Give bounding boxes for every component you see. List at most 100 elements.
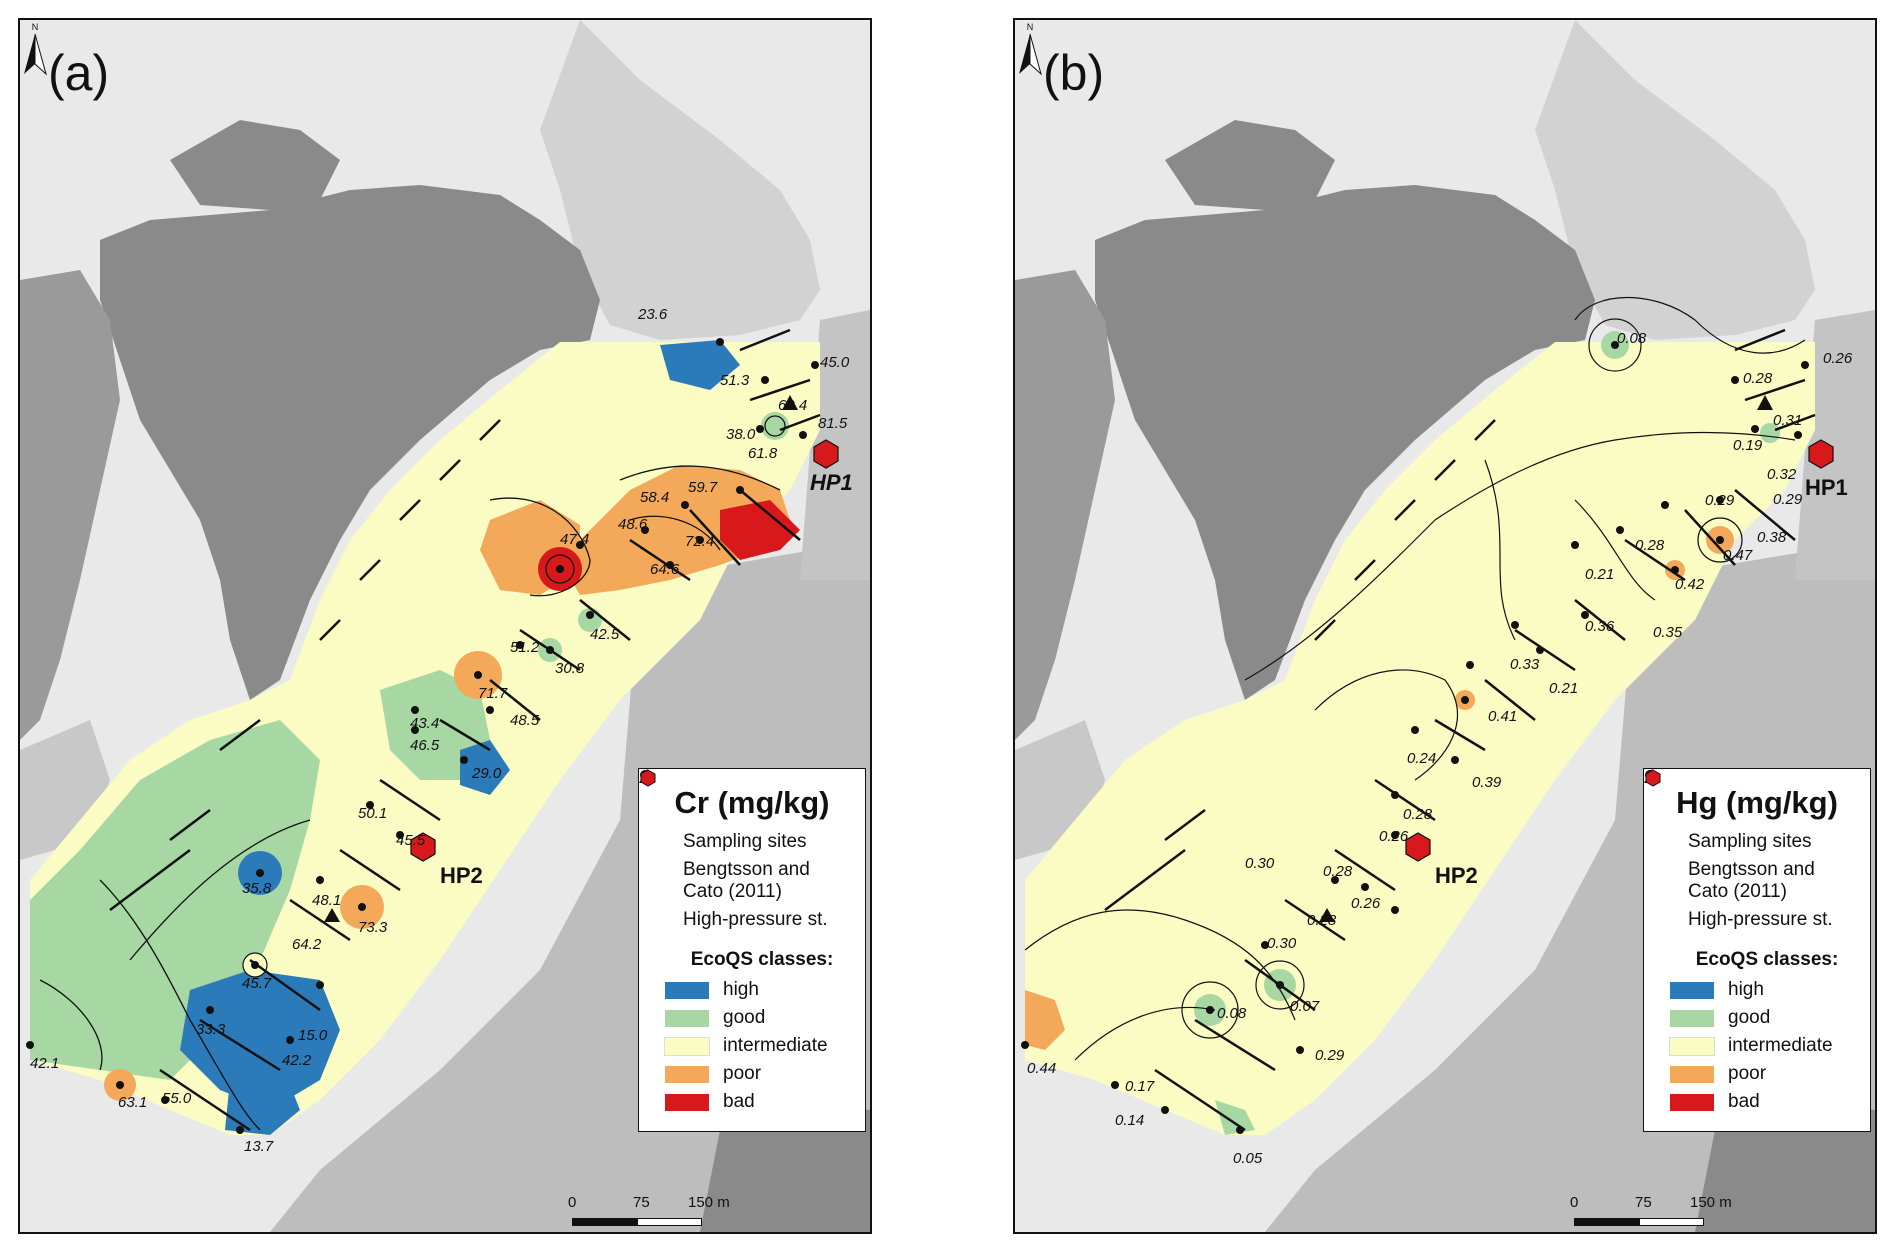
scale-label-75: 75	[633, 1194, 650, 1211]
swatch	[665, 1093, 709, 1111]
bengtsson-sites	[1319, 395, 1773, 922]
site-value-label: 0.26	[1379, 828, 1409, 845]
site-value-label: 0.24	[1407, 750, 1437, 767]
scale-label-150: 150 m	[1690, 1194, 1732, 1211]
scale-label-150: 150 m	[688, 1194, 730, 1211]
dot-icon	[1645, 770, 1688, 835]
legend-title: Hg (mg/kg)	[1676, 785, 1838, 820]
site-value-label: 45.5	[396, 832, 426, 849]
legend-hp-label: High-pressure st.	[1688, 909, 1833, 930]
site-value-label: 45.7	[242, 975, 272, 992]
site-value-label: 38.0	[726, 426, 756, 443]
site-value-label: 0.32	[1767, 466, 1797, 483]
site-value-label: 0.28	[1307, 912, 1337, 929]
panel-letter: (a)	[48, 45, 110, 101]
legend-title: Cr (mg/kg)	[674, 785, 830, 820]
site-value-label: 42.2	[282, 1052, 312, 1069]
class-label: bad	[1728, 1091, 1760, 1112]
site-value-label: 0.30	[1245, 855, 1275, 872]
site-value-label: 73.3	[358, 919, 388, 936]
concentration-surface	[1025, 331, 1815, 1135]
hp1-label: HP1	[1805, 475, 1848, 500]
site-value-label: 42.1	[30, 1055, 60, 1072]
site-value-label: 45.0	[820, 354, 850, 371]
class-label: intermediate	[1728, 1035, 1833, 1056]
swatch	[1669, 1036, 1715, 1056]
class-label: good	[1728, 1007, 1771, 1028]
sampling-sites	[1021, 341, 1809, 1134]
scale-label-0: 0	[568, 1194, 577, 1211]
swatch	[1670, 1009, 1714, 1027]
site-value-label: 23.6	[638, 306, 668, 323]
site-value-label: 0.29	[1705, 492, 1735, 509]
north-arrow-icon: N	[24, 22, 47, 76]
site-value-label: 0.39	[1472, 774, 1502, 791]
hp1-label: HP1	[810, 470, 853, 495]
site-value-label: 0.29	[1773, 491, 1803, 508]
site-value-label: 58.4	[640, 489, 670, 506]
site-value-label: 47.4	[560, 531, 590, 548]
hexagon-icon	[640, 769, 683, 913]
svg-text:N: N	[32, 22, 39, 32]
site-value-label: 29.0	[472, 765, 502, 782]
scale-label-0: 0	[1570, 1194, 1579, 1211]
swatch	[1670, 1093, 1714, 1111]
high-pressure-stations	[1405, 439, 1834, 862]
swatch	[665, 981, 709, 999]
scale-segment	[1639, 1218, 1704, 1226]
ecoqs-class-row: good	[665, 1007, 851, 1029]
legend-hp-row: High-pressure st.	[640, 769, 851, 931]
ecoqs-class-row: high	[665, 979, 851, 1001]
site-value-label: 61.8	[748, 445, 778, 462]
site-value-label: 0.26	[1823, 350, 1853, 367]
class-label: bad	[723, 1091, 755, 1112]
site-value-label: 51.2	[510, 639, 540, 656]
site-value-label: 35.8	[242, 880, 272, 897]
legend-sampling-label: Sampling sites	[1688, 831, 1812, 852]
site-value-label: 0.07	[1290, 998, 1320, 1015]
site-value-label: 81.5	[818, 415, 848, 432]
ecoqs-class-row: good	[1670, 1007, 1856, 1029]
legend-hp-label: High-pressure st.	[683, 909, 828, 930]
swatch	[664, 1036, 710, 1056]
site-value-label: 48.6	[618, 516, 648, 533]
high-pressure-stations	[410, 439, 839, 862]
legend-bengtsson-label: Bengtsson and Cato (2011)	[1688, 859, 1815, 902]
svg-text:N: N	[1027, 22, 1034, 32]
site-value-label: 0.14	[1115, 1112, 1145, 1129]
site-value-label: 0.28	[1635, 537, 1665, 554]
ecoqs-class-row: high	[1670, 979, 1856, 1001]
ecoqs-class-row: bad	[1670, 1091, 1856, 1113]
legend: Hg (mg/kg) Sampling sites Bengtsson and …	[1643, 768, 1871, 1132]
legend: Cr (mg/kg) Sampling sites Bengtsson and …	[638, 768, 866, 1132]
site-value-label: 13.7	[244, 1138, 274, 1155]
site-value-label: 51.3	[720, 372, 750, 389]
hp2-label: HP2	[440, 863, 483, 888]
scale-bar: 0 75 150 m	[568, 1194, 738, 1230]
site-value-label: 0.41	[1488, 708, 1518, 725]
site-value-label: 15.0	[298, 1027, 328, 1044]
site-value-label: 50.1	[358, 805, 388, 822]
scale-segment	[637, 1218, 702, 1226]
site-value-label: 0.47	[1723, 547, 1753, 564]
bengtsson-sites	[324, 395, 798, 922]
legend-bengtsson-label: Bengtsson and Cato (2011)	[683, 859, 810, 902]
site-value-label: 0.05	[1233, 1150, 1263, 1167]
triangle-icon	[1644, 769, 1688, 863]
site-value-label: 0.31	[1773, 412, 1803, 429]
legend-bengtsson-row: Bengtsson and Cato (2011)	[639, 769, 851, 903]
site-value-label: 64.2	[292, 936, 322, 953]
concentration-surface	[30, 340, 820, 1135]
legend-sampling-row: Sampling sites	[640, 770, 851, 853]
class-label: poor	[1728, 1063, 1767, 1084]
ecoqs-class-row: bad	[665, 1091, 851, 1113]
site-value-label: 42.5	[590, 626, 620, 643]
class-label: good	[723, 1007, 766, 1028]
ecoqs-class-list: high good intermediate poor bad	[653, 979, 851, 1113]
site-value-label: 0.08	[1217, 1005, 1247, 1022]
sampling-sites	[26, 338, 819, 1134]
panel-letter: (b)	[1043, 45, 1105, 101]
scale-segment	[1574, 1218, 1639, 1226]
site-value-label: 71.7	[478, 685, 508, 702]
site-value-label: 0.42	[1675, 576, 1705, 593]
